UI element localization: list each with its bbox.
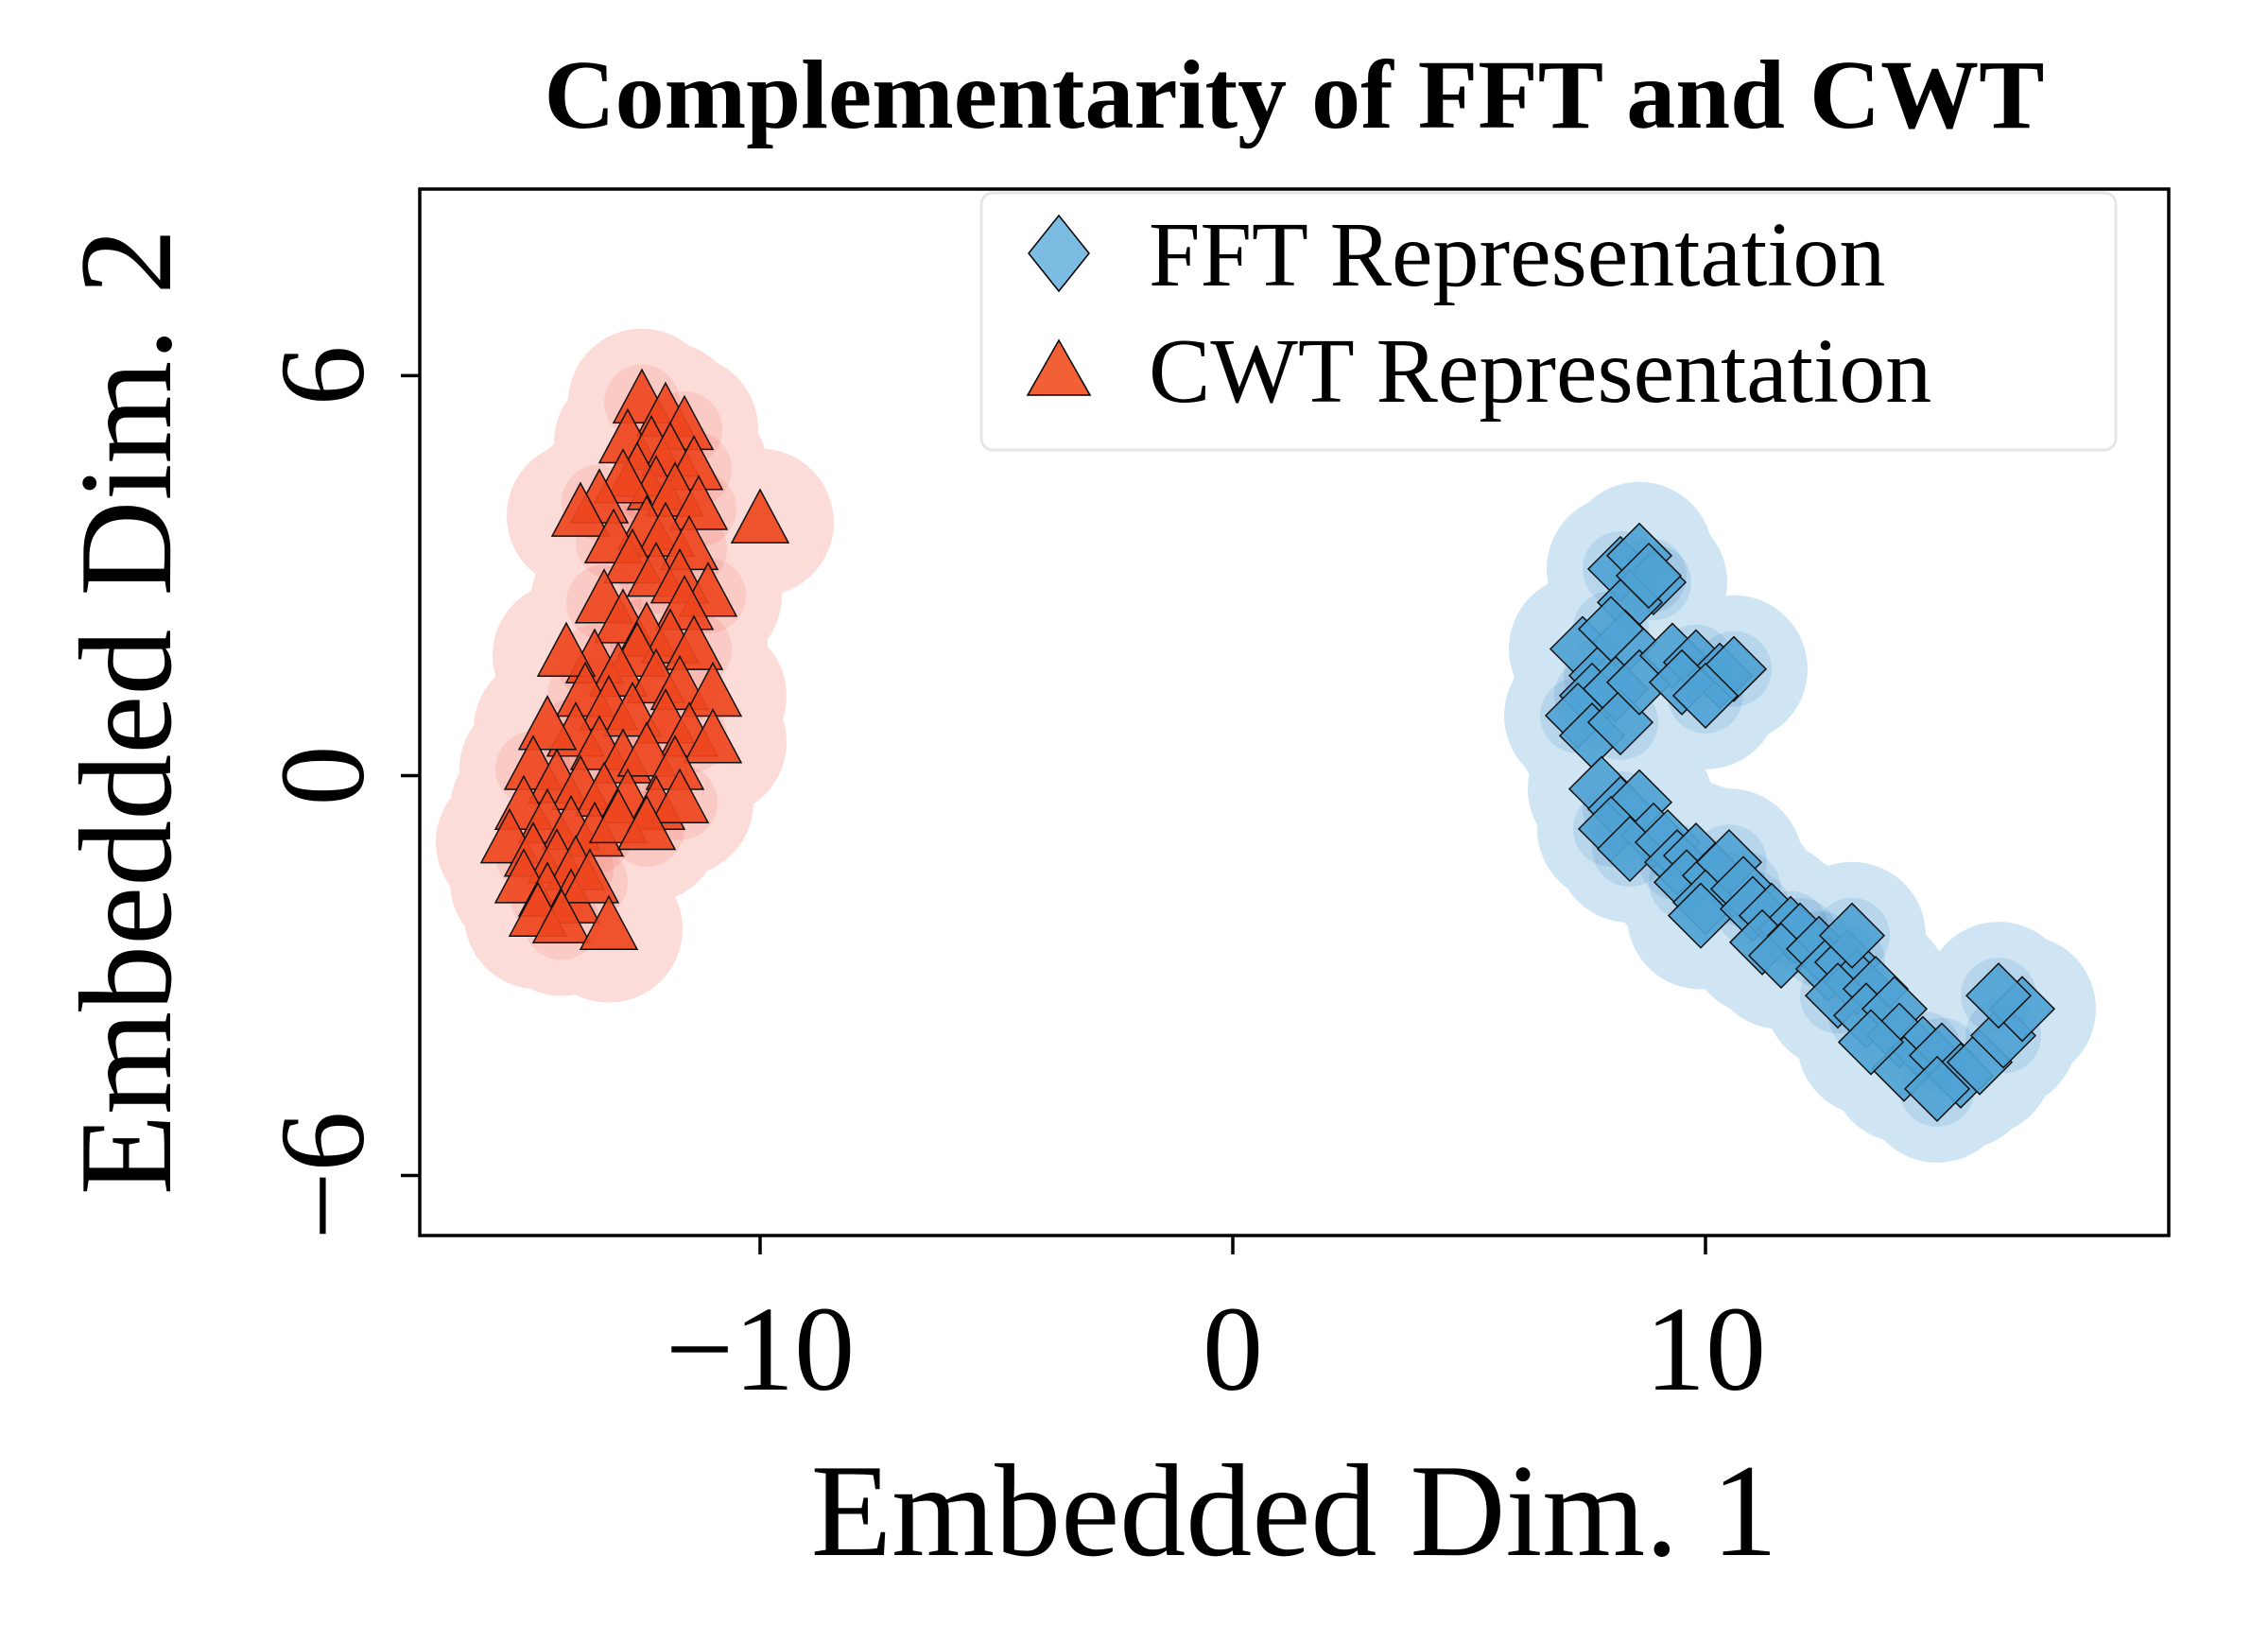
chart-title: Complementarity of FFT and CWT xyxy=(545,41,2045,149)
legend-label-fft: FFT Representation xyxy=(1149,204,1885,306)
x-axis-label: Embedded Dim. 1 xyxy=(811,1438,1778,1584)
y-tick-label: −6 xyxy=(255,1111,390,1239)
cwt-point xyxy=(560,848,620,904)
cwt-point xyxy=(531,888,592,943)
legend-marker-fft-diamond xyxy=(1028,214,1090,293)
legend-marker-cwt-triangle xyxy=(1026,338,1092,396)
x-tick-label: 0 xyxy=(1203,1282,1263,1416)
fft-point xyxy=(1837,1009,1905,1076)
series-0 xyxy=(1544,522,2056,1122)
fft-point xyxy=(1818,902,1886,969)
legend-label-cwt: CWT Representation xyxy=(1149,320,1931,423)
cwt-point xyxy=(649,768,710,824)
x-tick-label: 10 xyxy=(1645,1282,1766,1416)
y-tick-label: 6 xyxy=(255,345,390,406)
cwt-point xyxy=(536,621,597,677)
cwt-point xyxy=(616,794,677,851)
axis-ticks: −10 0 10 −6 0 6 xyxy=(255,345,1766,1416)
y-tick-label: 0 xyxy=(255,745,390,805)
series-1 xyxy=(479,368,790,951)
plot-frame xyxy=(418,187,2171,1237)
cwt-point xyxy=(683,708,743,764)
fft-point xyxy=(1965,962,2033,1029)
cwt-point xyxy=(550,481,611,537)
legend: FFT Representation CWT Representation xyxy=(979,191,2118,452)
cwt-point xyxy=(668,475,729,530)
x-tick-label: −10 xyxy=(666,1282,855,1416)
cwt-point xyxy=(579,894,639,951)
fft-point xyxy=(1903,1055,1971,1122)
fft-point xyxy=(1615,542,1683,610)
fft-point xyxy=(1671,662,1740,729)
fft-point xyxy=(1667,882,1735,949)
points-layer xyxy=(479,368,2056,1122)
legend-frame xyxy=(979,191,2118,452)
legend-entry-fft: FFT Representation xyxy=(1028,204,1885,306)
cwt-point xyxy=(730,488,790,544)
fft-point xyxy=(1577,596,1645,663)
y-axis-label: Embedded Dim. 2 xyxy=(53,229,199,1196)
legend-entry-cwt: CWT Representation xyxy=(1026,320,1931,423)
